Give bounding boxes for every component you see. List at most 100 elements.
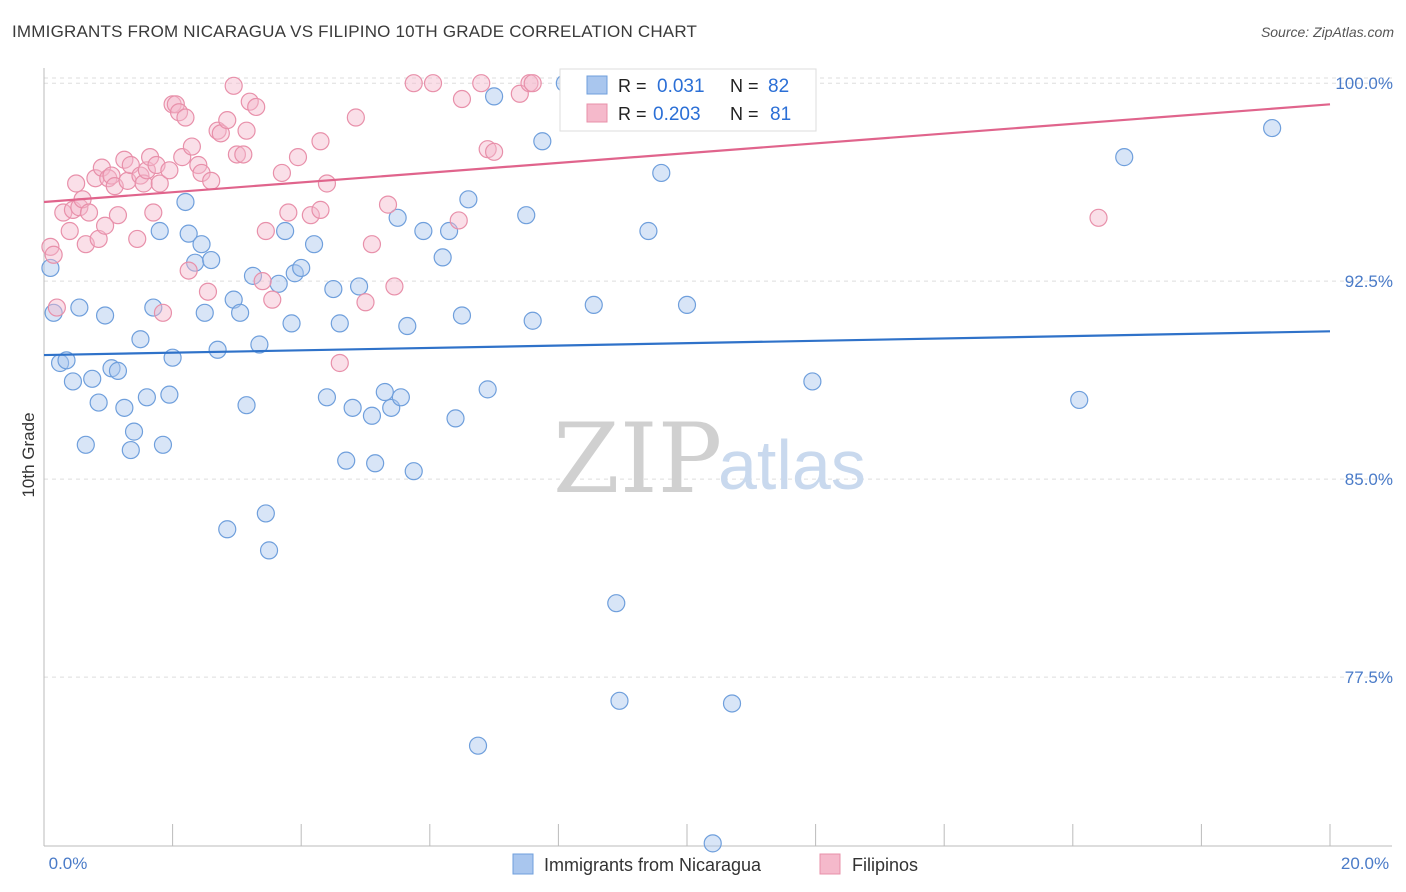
data-point-filipinos [227,145,246,164]
data-point-filipinos [317,174,337,193]
data-point-filipinos [263,290,282,309]
legend-n-value-2: 81 [770,104,791,125]
data-point-filipinos [253,272,272,291]
data-point-nicaragua [362,406,382,425]
data-point-nicaragua [722,694,742,713]
x-tick-labels: 0.0% 20.0% [49,854,1389,873]
data-point-nicaragua [330,314,349,333]
x-tick-label: 0.0% [49,854,88,873]
data-point-nicaragua [304,235,324,254]
data-point-nicaragua [446,409,465,428]
data-point-nicaragua [231,303,250,322]
data-point-filipinos [279,203,298,222]
data-point-nicaragua [803,372,822,391]
legend-r-value-2: 0.203 [653,104,701,125]
data-point-filipinos [95,216,115,235]
data-point-nicaragua [517,206,536,225]
data-point-filipinos [452,89,472,109]
data-point-nicaragua [176,192,195,212]
legend-series: Immigrants from Nicaragua Filipinos [512,853,918,875]
data-point-filipinos [160,161,179,180]
data-point-nicaragua [452,306,472,325]
data-point-filipinos [198,282,218,301]
data-point-filipinos [423,74,443,93]
data-point-nicaragua [459,190,478,209]
y-tick-label: 92.5% [1345,272,1393,291]
data-point-filipinos [179,261,198,280]
data-point-filipinos [102,166,121,185]
legend-series-label-nicaragua: Immigrants from Nicaragua [544,855,762,875]
legend-r-label-2: R = [618,104,647,124]
data-point-nicaragua [478,380,497,399]
watermark-zip: ZIP [553,403,722,515]
data-point-nicaragua [124,422,144,441]
data-point-nicaragua [256,504,275,523]
x-tick-label: 20.0% [1341,854,1389,873]
data-point-nicaragua [343,398,362,417]
data-point-nicaragua [70,298,89,317]
data-point-nicaragua [1263,118,1282,138]
legend-series-swatch-nicaragua [512,853,534,875]
data-point-filipinos [60,221,79,241]
data-point-filipinos [218,111,237,130]
trend-line-filipinos [43,103,1331,204]
data-point-filipinos [330,353,349,373]
data-point-nicaragua [250,335,269,354]
data-point-filipinos [224,76,243,95]
data-point-nicaragua [76,435,95,454]
y-tick-label: 100.0% [1335,74,1393,93]
watermark: ZIP atlas [553,403,866,515]
data-point-nicaragua [269,274,288,293]
data-point-filipinos [272,163,292,183]
data-point-nicaragua [1070,390,1089,410]
legend-swatch-blue [586,75,608,95]
data-point-nicaragua [1115,148,1134,167]
data-point-nicaragua [282,314,301,333]
data-point-nicaragua [218,520,237,539]
data-point-nicaragua [523,311,542,330]
data-point-nicaragua [433,248,452,267]
data-point-filipinos [153,303,173,322]
data-point-nicaragua [195,303,214,322]
data-point-nicaragua [202,250,221,270]
data-point-filipinos [79,203,99,222]
data-point-nicaragua [276,221,295,241]
legend-series-swatch-filipinos [819,853,841,875]
data-points [41,74,1282,853]
data-point-filipinos [144,203,163,222]
trend-line-nicaragua [43,330,1331,357]
legend-stats: R = 0.031 N = 82 R = 0.203 N = 81 [559,68,817,132]
data-point-nicaragua [237,396,256,415]
data-point-filipinos [182,137,201,156]
data-point-nicaragua [703,834,722,853]
data-point-filipinos [44,245,63,264]
data-point-nicaragua [150,221,169,241]
data-point-filipinos [523,74,542,93]
data-point-nicaragua [391,388,410,407]
data-point-nicaragua [485,87,504,106]
data-point-filipinos [237,121,256,140]
legend-n-label-1: N = [730,76,759,96]
data-point-filipinos [256,221,275,241]
legend-r-value-1: 0.031 [657,76,705,97]
legend-n-label-2: N = [730,104,759,124]
data-point-nicaragua [89,393,108,412]
data-point-filipinos [472,74,491,93]
data-point-nicaragua [108,361,128,380]
data-point-nicaragua [259,541,279,560]
data-point-filipinos [404,74,423,93]
legend-swatch-pink [586,103,608,123]
data-point-nicaragua [192,235,211,254]
data-point-filipinos [356,293,375,312]
data-point-filipinos [150,174,169,193]
chart-source: Source: ZipAtlas.com [1260,24,1394,40]
data-point-nicaragua [115,398,134,417]
data-point-nicaragua [153,435,173,454]
data-point-filipinos [311,200,330,219]
data-point-nicaragua [121,440,140,460]
data-point-nicaragua [83,369,102,388]
data-point-nicaragua [144,298,163,317]
data-point-nicaragua [95,306,115,325]
data-point-nicaragua [468,736,488,755]
